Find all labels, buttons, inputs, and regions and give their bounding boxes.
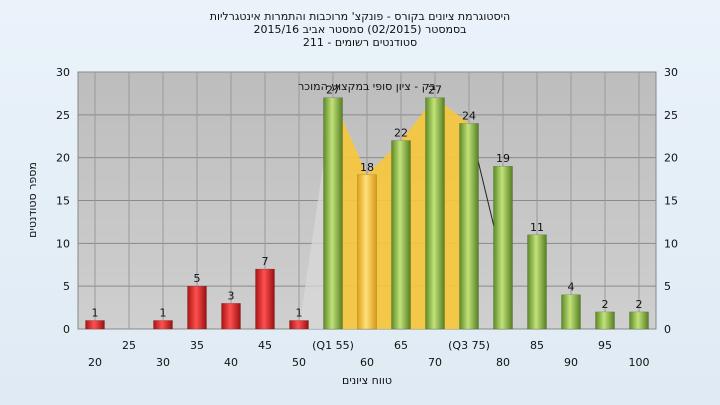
x-tick-label: 45 [258,339,272,352]
y-tick-label: 30 [664,66,678,79]
x-tick-label: 25 [122,339,136,352]
bar [289,320,309,330]
x-axis-title: טווח ציונים [342,374,392,387]
bar [153,320,173,330]
bar [187,285,207,330]
x-tick-label: 95 [598,339,612,352]
y-tick-label: 10 [664,237,678,250]
chart-subtitle: בסמסטר (02/2015) סמסטר אביב 2015/16 [253,23,467,36]
value-label: 2 [602,298,609,311]
value-label: 18 [360,161,374,174]
y-tick-label: 10 [56,237,70,250]
x-tick-label: 30 [156,356,170,369]
value-label: 11 [530,221,544,234]
x-tick-label: 20 [88,356,102,369]
bar [629,311,649,330]
value-label: 5 [194,272,201,285]
x-tick-label: 85 [530,339,544,352]
x-tick-label: 60 [360,356,374,369]
y-tick-label: 15 [664,195,678,208]
x-tick-label: 65 [394,339,408,352]
bar [85,320,105,330]
y-axis-right: 0 5 10 15 20 25 30 [664,66,678,336]
bars [85,97,649,330]
y-tick-label: 20 [664,152,678,165]
x-tick-label: 50 [292,356,306,369]
value-label: 27 [326,84,340,97]
x-tick-label: 100 [629,356,650,369]
y-tick-label: 25 [664,109,678,122]
y-tick-label: 20 [56,152,70,165]
value-label: 19 [496,152,510,165]
x-tick-label: (Q1 55) [312,339,354,352]
bar [323,97,343,330]
bar [595,311,615,330]
x-tick-label: (Q3 75) [448,339,490,352]
bar [255,268,275,330]
bar [425,97,445,330]
value-label: 1 [160,306,167,319]
value-label: 3 [228,289,235,302]
x-tick-label: 90 [564,356,578,369]
y-tick-label: 30 [56,66,70,79]
value-label: 4 [568,281,575,294]
y-axis-title: מספר סטודנטים [26,162,39,238]
x-tick-label: 40 [224,356,238,369]
legend-annotation: בק - ציון סופי במקצוע המוכר [298,80,436,93]
bar [221,303,241,330]
x-tick-label: 80 [496,356,510,369]
x-axis: 20 30 40 50 60 70 80 90 100 25 35 45 (Q1 55) 65 (Q3 75… [88,339,650,369]
y-tick-label: 0 [664,323,671,336]
value-label: 2 [636,298,643,311]
y-tick-label: 5 [63,280,70,293]
y-axis-left: 0 5 10 15 20 25 30 [56,66,70,336]
value-label: 1 [296,306,303,319]
bar [459,123,479,330]
value-label: 24 [462,109,476,122]
value-label: 27 [428,84,442,97]
y-tick-label: 5 [664,280,671,293]
value-label: 1 [92,306,99,319]
bar [391,140,411,330]
bar [357,174,377,330]
chart-title: היסטוגרמת ציונים בקורס - פונקצ' מרוכבות … [209,10,511,23]
y-tick-label: 25 [56,109,70,122]
y-tick-label: 15 [56,195,70,208]
chart-title-block: היסטוגרמת ציונים בקורס - פונקצ' מרוכבות … [0,10,720,49]
bar [527,234,547,330]
x-tick-label: 70 [428,356,442,369]
value-label: 22 [394,127,408,140]
chart-registered-count: סטודנטים רשומים - 211 [302,36,418,49]
value-label: 7 [262,255,269,268]
bar [561,294,581,330]
bar [493,165,513,330]
x-tick-label: 35 [190,339,204,352]
y-tick-label: 0 [63,323,70,336]
